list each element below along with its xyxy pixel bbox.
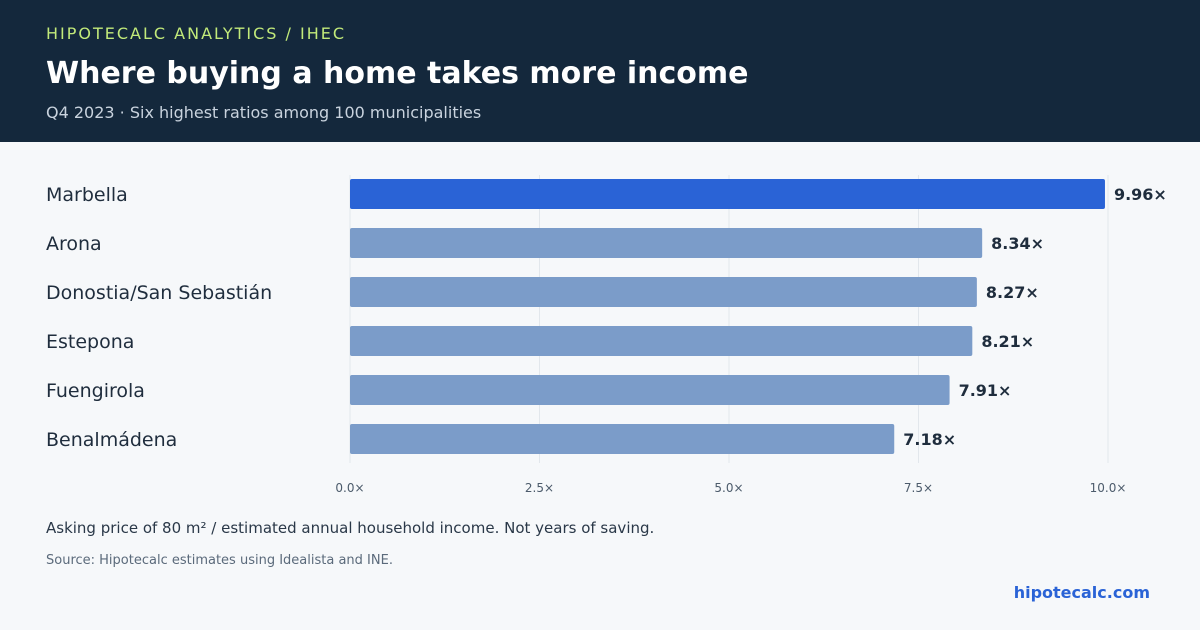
x-tick-label: 10.0× bbox=[1090, 481, 1127, 495]
category-label: Estepona bbox=[46, 331, 134, 353]
eyebrow-label: HIPOTECALC ANALYTICS / IHEC bbox=[46, 24, 346, 43]
value-label: 8.34× bbox=[991, 234, 1044, 253]
bar bbox=[350, 326, 973, 356]
category-label: Arona bbox=[46, 233, 102, 255]
value-label: 9.96× bbox=[1114, 185, 1167, 204]
category-label: Fuengirola bbox=[46, 380, 145, 402]
bar bbox=[350, 424, 895, 454]
x-tick-label: 2.5× bbox=[525, 481, 554, 495]
value-label: 7.18× bbox=[903, 430, 956, 449]
bar-chart: Marbella 9.96× Arona 8.34× Donostia/San Seba… bbox=[46, 175, 1167, 495]
value-label: 7.91× bbox=[959, 381, 1012, 400]
category-label: Donostia/San Sebastián bbox=[46, 282, 272, 304]
brand-link[interactable]: hipotecalc.com bbox=[1013, 583, 1150, 602]
chart-subtitle: Q4 2023 · Six highest ratios among 100 m… bbox=[46, 103, 482, 122]
bar bbox=[350, 179, 1105, 209]
bar bbox=[350, 228, 983, 258]
bar bbox=[350, 375, 950, 405]
x-tick-label: 5.0× bbox=[714, 481, 743, 495]
bar bbox=[350, 277, 977, 307]
x-tick-label: 0.0× bbox=[335, 481, 364, 495]
chart-title: Where buying a home takes more income bbox=[46, 56, 749, 91]
x-tick-label: 7.5× bbox=[904, 481, 933, 495]
category-label: Marbella bbox=[46, 184, 128, 206]
value-label: 8.27× bbox=[986, 283, 1039, 302]
value-label: 8.21× bbox=[981, 332, 1034, 351]
footnote: Asking price of 80 m² / estimated annual… bbox=[46, 519, 655, 537]
header-banner: HIPOTECALC ANALYTICS / IHEC Where buying… bbox=[0, 0, 1200, 142]
source-note: Source: Hipotecalc estimates using Ideal… bbox=[46, 553, 393, 568]
category-label: Benalmádena bbox=[46, 429, 177, 451]
